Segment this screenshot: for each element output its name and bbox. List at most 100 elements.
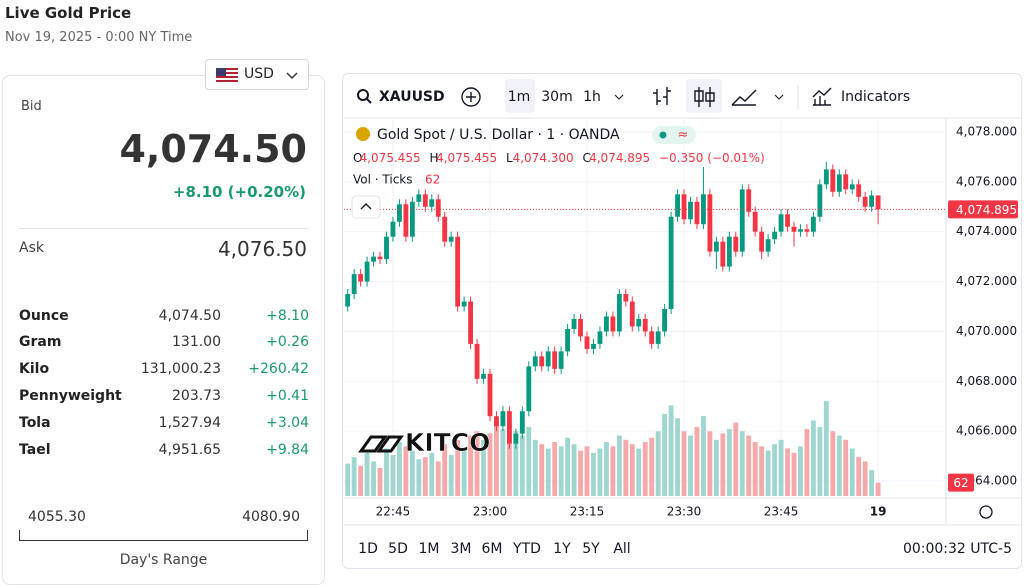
volume-bar — [384, 448, 389, 496]
range-button[interactable]: YTD — [512, 541, 541, 557]
chevron[interactable] — [614, 94, 624, 100]
chart: XAUUSD 1m 30m 1h Indicators 4,078.0004,0… — [344, 79, 1021, 557]
volume-bar — [494, 424, 499, 496]
candle-body — [513, 433, 519, 444]
volume-bar — [532, 439, 538, 496]
volume-bar — [500, 429, 506, 496]
status-icon: ≈ — [678, 128, 689, 143]
bid-price: 4,074.50 — [119, 127, 307, 171]
range-button[interactable]: 1Y — [553, 541, 571, 557]
interval[interactable]: 1m — [508, 89, 531, 105]
candle-body — [746, 189, 752, 212]
candle-body — [810, 216, 816, 232]
candle-body — [506, 411, 512, 444]
indicators-icon[interactable] — [812, 87, 832, 106]
candle-body — [545, 351, 551, 367]
volume-bar — [655, 431, 661, 496]
volume-bar — [345, 463, 351, 496]
candle-body — [675, 194, 680, 217]
active-interval-bg — [505, 79, 535, 113]
symbol[interactable]: XAUUSD — [379, 89, 445, 105]
currency-select[interactable]: USD — [205, 59, 309, 90]
candle-body — [578, 318, 583, 337]
candle-body — [532, 356, 538, 367]
volume-bar — [455, 439, 461, 496]
y-tick-label: 4,068.000 — [956, 374, 1017, 388]
volume-bar — [351, 457, 357, 496]
volume-bar — [397, 442, 402, 496]
range-button[interactable]: 1M — [419, 541, 440, 557]
chevron[interactable] — [774, 94, 784, 100]
candle-style-icon[interactable] — [694, 87, 715, 107]
volume-bar — [552, 442, 558, 496]
candle-body — [461, 301, 467, 307]
range-button[interactable]: 6M — [482, 541, 503, 557]
y-tick-label: 4,074.000 — [956, 224, 1017, 238]
candle-body — [494, 416, 499, 427]
unit-row: Tola 1,527.94 +3.04 — [19, 415, 309, 435]
volume-bar — [591, 452, 596, 496]
bid-label: Bid — [21, 99, 42, 114]
candle-body — [739, 189, 745, 252]
page: Live Gold Price Nov 19, 2025 - 0:00 NY T… — [2, 4, 1022, 585]
volume-bar — [565, 437, 571, 496]
range-buttons: 1D 5D 1M 3M 6M YTD 1Y 5Y All — [358, 541, 631, 557]
unit-change: +9.84 — [266, 442, 309, 458]
indicators[interactable]: Indicators — [841, 89, 910, 105]
volume-value: 62 — [425, 173, 440, 187]
unit-name: Tael — [19, 442, 51, 458]
volume-bar — [623, 439, 629, 496]
compare-button[interactable] — [461, 87, 481, 107]
volume-bar — [739, 431, 745, 496]
area-style-icon[interactable] — [731, 89, 757, 106]
currency: USD — [244, 66, 274, 82]
unit-name: Kilo — [19, 361, 50, 377]
volume-bar — [578, 450, 583, 496]
volume-bar — [675, 418, 680, 496]
candle-body — [591, 343, 596, 349]
volume-bar — [849, 448, 855, 496]
candle-body — [688, 201, 693, 220]
volume-badge — [948, 473, 974, 492]
volume-bar — [772, 444, 778, 496]
search-icon[interactable] — [357, 89, 369, 101]
volume-bar — [707, 431, 713, 496]
bar-style-icon[interactable] — [653, 87, 671, 105]
interval[interactable]: 1h — [583, 89, 601, 105]
candle-body — [681, 194, 687, 220]
interval[interactable]: 30m — [541, 89, 572, 105]
candle-body — [616, 294, 622, 332]
candle-body — [364, 261, 370, 282]
candle-body — [772, 231, 778, 240]
candle-body — [713, 241, 719, 252]
volume-bar — [409, 450, 415, 496]
unit-row: Tael 4,951.65 +9.84 — [19, 442, 309, 462]
ask-price: 4,076.50 — [217, 237, 307, 261]
range-button[interactable]: 5D — [388, 541, 408, 557]
collapse-button[interactable] — [351, 195, 381, 219]
volume-bar — [377, 467, 383, 496]
flag-icon — [216, 68, 238, 82]
ohlc-item: 4,075.455 — [360, 151, 421, 165]
volume-bar — [746, 435, 752, 496]
plot-area: 4,078.000 4,076.000 4,074.000 4,072.000 4,07… — [344, 118, 1018, 519]
range-low: 4055.30 — [28, 509, 86, 525]
unit-name: Ounce — [19, 308, 69, 324]
settings-icon[interactable] — [979, 505, 993, 519]
candle-body — [597, 331, 603, 344]
y-tick-label: 4,070.000 — [956, 324, 1017, 338]
volume-bar — [701, 416, 706, 496]
candle-body — [500, 411, 506, 427]
candle-body — [371, 256, 376, 262]
x-tick-label: 23:30 — [667, 505, 702, 519]
range-button[interactable]: 1D — [358, 541, 378, 557]
candle-body — [397, 204, 402, 222]
range-button[interactable]: 5Y — [582, 541, 600, 557]
candle-body — [798, 229, 803, 232]
candle-body — [429, 199, 435, 207]
range-button[interactable]: 3M — [451, 541, 472, 557]
volume-bar — [526, 426, 532, 496]
range-bar — [19, 530, 308, 541]
x-tick-label: 22:45 — [376, 505, 411, 519]
range-button[interactable]: All — [613, 541, 630, 557]
